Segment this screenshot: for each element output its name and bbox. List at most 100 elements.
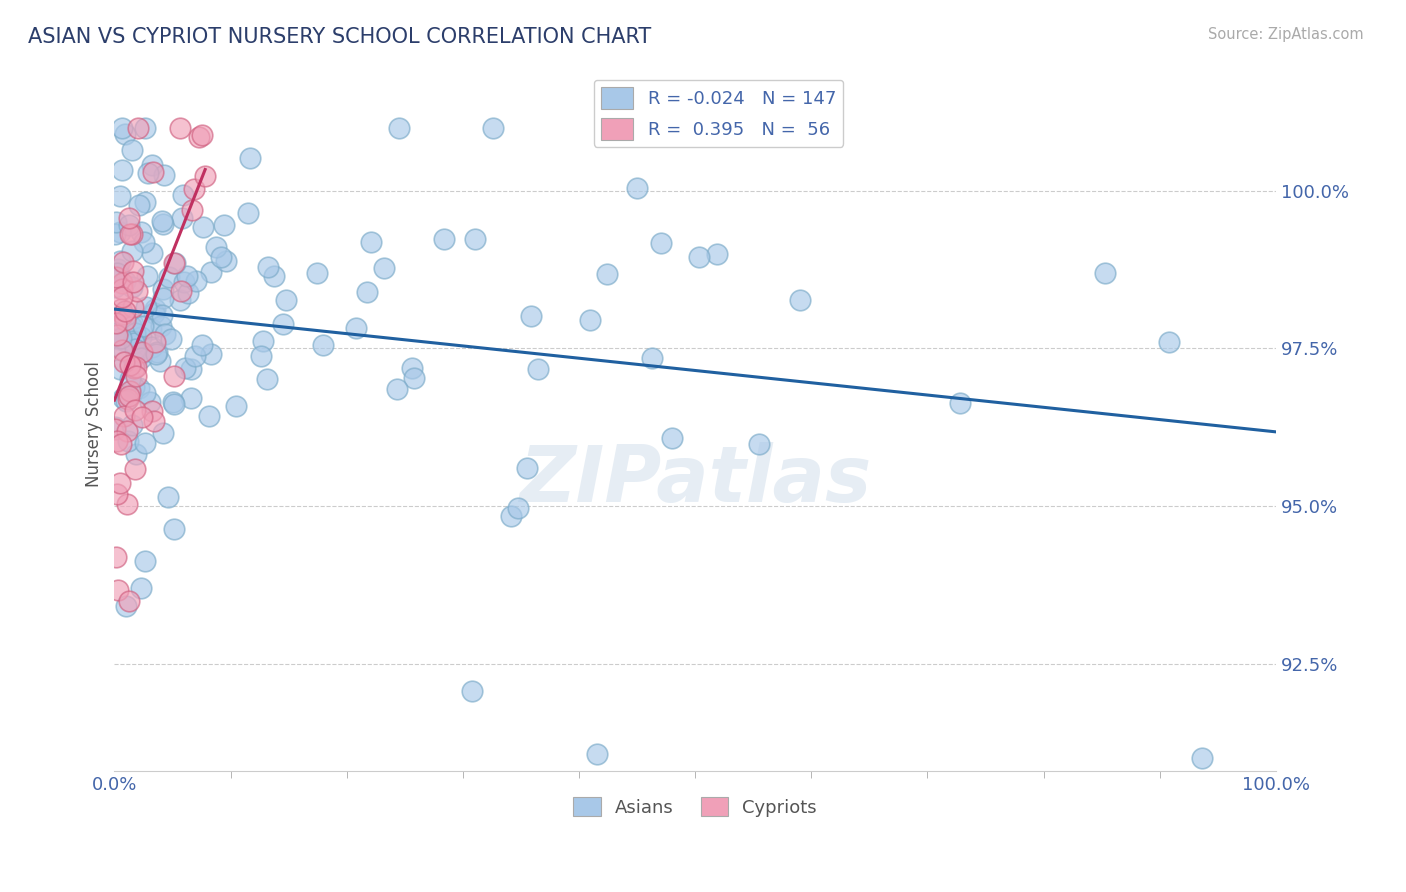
Point [661, 431, 683, 445]
Point [121, 280, 143, 294]
Point [115, 599, 138, 613]
Point [128, 198, 150, 212]
Point [118, 358, 141, 372]
Point [111, 162, 134, 177]
Legend: Asians, Cypriots: Asians, Cypriots [567, 790, 824, 824]
Point [108, 254, 131, 268]
Point [145, 346, 167, 360]
Point [433, 232, 456, 246]
Point [104, 421, 127, 435]
Point [141, 246, 163, 260]
Point [129, 351, 152, 366]
Point [173, 361, 195, 376]
Point [117, 497, 139, 511]
Point [110, 343, 132, 357]
Point [165, 256, 187, 270]
Text: Source: ZipAtlas.com: Source: ZipAtlas.com [1208, 27, 1364, 42]
Point [125, 284, 148, 298]
Point [107, 267, 129, 281]
Point [121, 143, 143, 157]
Point [104, 227, 127, 241]
Point [125, 352, 148, 367]
Point [114, 355, 136, 369]
Point [170, 284, 193, 298]
Point [153, 326, 176, 341]
Point [252, 334, 274, 349]
Point [626, 180, 648, 194]
Point [122, 301, 145, 315]
Point [153, 168, 176, 182]
Point [225, 399, 247, 413]
Point [129, 581, 152, 595]
Point [139, 322, 162, 336]
Point [114, 312, 136, 326]
Point [114, 274, 136, 288]
Point [122, 354, 145, 368]
Point [105, 327, 128, 342]
Point [141, 158, 163, 172]
Point [688, 250, 710, 264]
Point [312, 338, 335, 352]
Point [120, 318, 142, 333]
Point [122, 361, 145, 376]
Point [506, 501, 529, 516]
Point [586, 747, 609, 762]
Point [156, 490, 179, 504]
Point [110, 476, 132, 491]
Point [110, 314, 132, 328]
Point [172, 188, 194, 202]
Point [104, 280, 127, 294]
Point [143, 306, 166, 320]
Point [650, 235, 672, 250]
Point [118, 388, 141, 402]
Point [188, 130, 211, 145]
Point [114, 127, 136, 141]
Point [152, 217, 174, 231]
Point [105, 434, 128, 449]
Point [105, 326, 128, 341]
Point [163, 397, 186, 411]
Point [110, 225, 132, 239]
Point [141, 165, 163, 179]
Point [114, 334, 136, 348]
Point [162, 368, 184, 383]
Point [373, 261, 395, 276]
Point [149, 353, 172, 368]
Point [520, 309, 543, 323]
Point [198, 409, 221, 424]
Point [112, 254, 135, 268]
Point [112, 343, 135, 358]
Point [356, 285, 378, 299]
Point [181, 203, 204, 218]
Point [200, 347, 222, 361]
Point [132, 318, 155, 333]
Point [263, 268, 285, 283]
Point [143, 334, 166, 349]
Point [110, 120, 132, 135]
Point [789, 293, 811, 307]
Point [114, 303, 136, 318]
Point [134, 554, 156, 568]
Point [110, 330, 132, 344]
Point [125, 360, 148, 375]
Point [135, 301, 157, 315]
Point [118, 211, 141, 226]
Point [120, 227, 142, 242]
Point [117, 392, 139, 406]
Point [111, 282, 134, 296]
Point [169, 120, 191, 135]
Point [105, 317, 128, 331]
Point [641, 351, 664, 365]
Point [129, 329, 152, 343]
Point [150, 213, 173, 227]
Point [180, 391, 202, 405]
Point [118, 372, 141, 386]
Point [152, 291, 174, 305]
Point [121, 317, 143, 331]
Point [499, 509, 522, 524]
Point [184, 349, 207, 363]
Point [516, 461, 538, 475]
Point [172, 211, 194, 225]
Point [143, 414, 166, 428]
Point [129, 225, 152, 239]
